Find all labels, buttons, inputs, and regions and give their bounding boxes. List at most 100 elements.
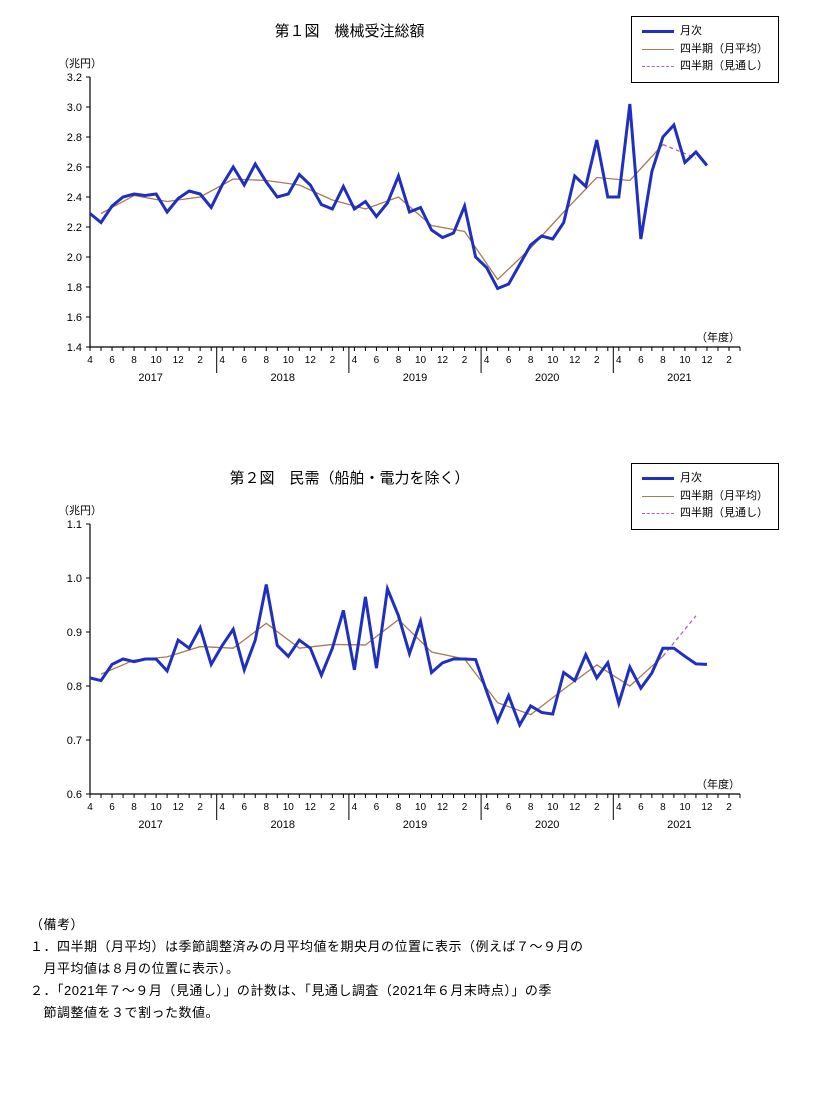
notes-line-2b: 節調整値を３で割った数値。 — [30, 1002, 789, 1024]
svg-text:2018: 2018 — [271, 819, 295, 831]
svg-text:1.1: 1.1 — [67, 519, 82, 531]
svg-text:4: 4 — [484, 355, 490, 366]
svg-text:6: 6 — [506, 802, 512, 813]
legend-swatch-monthly — [642, 30, 674, 33]
legend-swatch-monthly — [642, 477, 674, 480]
svg-text:2: 2 — [462, 802, 468, 813]
svg-text:1.4: 1.4 — [67, 342, 82, 354]
notes-line-2a: ２．「2021年７～９月（見通し）」の計数は、「見通し調査（2021年６月末時点… — [30, 980, 789, 1002]
chart-1-svg: 1.41.61.82.02.22.42.62.83.03.2（兆円）（年度）46… — [30, 47, 770, 407]
svg-text:8: 8 — [263, 802, 269, 813]
svg-text:（年度）: （年度） — [696, 777, 740, 791]
svg-text:10: 10 — [679, 355, 691, 366]
svg-text:2: 2 — [197, 355, 203, 366]
svg-text:2019: 2019 — [403, 372, 427, 384]
chart-1-legend: 月次 四半期（月平均） 四半期（見通し） — [631, 16, 779, 83]
svg-text:6: 6 — [374, 355, 380, 366]
notes-heading: （備考） — [30, 914, 789, 936]
legend-swatch-quarterly — [642, 49, 674, 50]
svg-text:2: 2 — [462, 355, 468, 366]
svg-text:6: 6 — [109, 802, 115, 813]
notes-line-1b: 月平均値は８月の位置に表示）。 — [30, 958, 789, 980]
legend-label-monthly: 月次 — [680, 23, 702, 41]
svg-text:1.0: 1.0 — [67, 573, 82, 585]
svg-text:10: 10 — [283, 355, 295, 366]
svg-text:8: 8 — [263, 355, 269, 366]
svg-text:10: 10 — [547, 355, 559, 366]
svg-text:10: 10 — [547, 802, 559, 813]
svg-text:2021: 2021 — [667, 819, 691, 831]
svg-text:10: 10 — [283, 802, 295, 813]
legend-label-outlook: 四半期（見通し） — [680, 505, 768, 523]
legend-row-outlook: 四半期（見通し） — [642, 505, 768, 523]
chart-2-svg: 0.6 0.7 0.8 0.9 1.0 1.1 （兆円） （年度） 4 6 8 10 12 2 2017 4 6… — [30, 494, 770, 854]
svg-text:（兆円）: （兆円） — [58, 504, 102, 517]
legend-swatch-outlook — [642, 66, 674, 67]
svg-text:10: 10 — [679, 802, 691, 813]
legend-row-outlook: 四半期（見通し） — [642, 58, 768, 76]
svg-text:3.2: 3.2 — [67, 72, 82, 84]
svg-text:12: 12 — [173, 802, 185, 813]
svg-text:8: 8 — [660, 355, 666, 366]
svg-text:2: 2 — [594, 802, 600, 813]
svg-text:4: 4 — [219, 802, 225, 813]
svg-text:1.6: 1.6 — [67, 312, 82, 324]
svg-text:4: 4 — [87, 355, 93, 366]
svg-text:6: 6 — [241, 355, 247, 366]
svg-text:12: 12 — [437, 802, 449, 813]
svg-text:12: 12 — [305, 802, 317, 813]
svg-text:2017: 2017 — [138, 819, 162, 831]
chart-2-block: 第２図 民需（船舶・電力を除く） 月次 四半期（月平均） 四半期（見通し） 0.… — [30, 467, 789, 854]
svg-text:8: 8 — [660, 802, 666, 813]
legend-label-outlook: 四半期（見通し） — [680, 58, 768, 76]
svg-text:2020: 2020 — [535, 819, 559, 831]
svg-text:10: 10 — [415, 355, 427, 366]
legend-row-quarterly: 四半期（月平均） — [642, 41, 768, 59]
svg-text:0.7: 0.7 — [67, 735, 82, 747]
svg-text:3.0: 3.0 — [67, 102, 82, 114]
svg-text:1.8: 1.8 — [67, 282, 82, 294]
footnotes: （備考） １．四半期（月平均）は季節調整済みの月平均値を期央月の位置に表示（例え… — [30, 914, 789, 1024]
svg-text:12: 12 — [305, 355, 317, 366]
legend-swatch-outlook — [642, 513, 674, 514]
svg-text:6: 6 — [109, 355, 115, 366]
svg-text:12: 12 — [437, 355, 449, 366]
svg-text:0.9: 0.9 — [67, 627, 82, 639]
svg-text:2.8: 2.8 — [67, 132, 82, 144]
legend-label-quarterly: 四半期（月平均） — [680, 488, 768, 506]
svg-text:2020: 2020 — [535, 372, 559, 384]
svg-text:10: 10 — [415, 802, 427, 813]
legend-label-monthly: 月次 — [680, 470, 702, 488]
svg-text:4: 4 — [616, 355, 622, 366]
svg-text:8: 8 — [528, 355, 534, 366]
notes-line-1a: １．四半期（月平均）は季節調整済みの月平均値を期央月の位置に表示（例えば７～９月… — [30, 936, 789, 958]
svg-text:2.4: 2.4 — [67, 192, 82, 204]
svg-text:2: 2 — [330, 355, 336, 366]
svg-text:2018: 2018 — [271, 372, 295, 384]
svg-text:4: 4 — [219, 355, 225, 366]
svg-text:8: 8 — [131, 802, 137, 813]
svg-text:0.6: 0.6 — [67, 789, 82, 801]
legend-label-quarterly: 四半期（月平均） — [680, 41, 768, 59]
svg-text:4: 4 — [352, 355, 358, 366]
svg-text:（年度）: （年度） — [696, 330, 740, 344]
svg-text:2.0: 2.0 — [67, 252, 82, 264]
legend-row-monthly: 月次 — [642, 470, 768, 488]
svg-text:4: 4 — [484, 802, 490, 813]
svg-text:6: 6 — [638, 355, 644, 366]
svg-text:0.8: 0.8 — [67, 681, 82, 693]
svg-text:2: 2 — [594, 355, 600, 366]
svg-text:2.6: 2.6 — [67, 162, 82, 174]
svg-text:6: 6 — [241, 802, 247, 813]
svg-text:8: 8 — [131, 355, 137, 366]
svg-text:2: 2 — [726, 802, 732, 813]
chart-2-legend: 月次 四半期（月平均） 四半期（見通し） — [631, 463, 779, 530]
chart-1-block: 第１図 機械受注総額 月次 四半期（月平均） 四半期（見通し） 1.41.61.… — [30, 20, 789, 407]
svg-text:8: 8 — [528, 802, 534, 813]
svg-text:2021: 2021 — [667, 372, 691, 384]
svg-text:12: 12 — [701, 355, 713, 366]
svg-text:2: 2 — [726, 355, 732, 366]
svg-text:2: 2 — [330, 802, 336, 813]
svg-text:2017: 2017 — [138, 372, 162, 384]
svg-text:4: 4 — [87, 802, 93, 813]
